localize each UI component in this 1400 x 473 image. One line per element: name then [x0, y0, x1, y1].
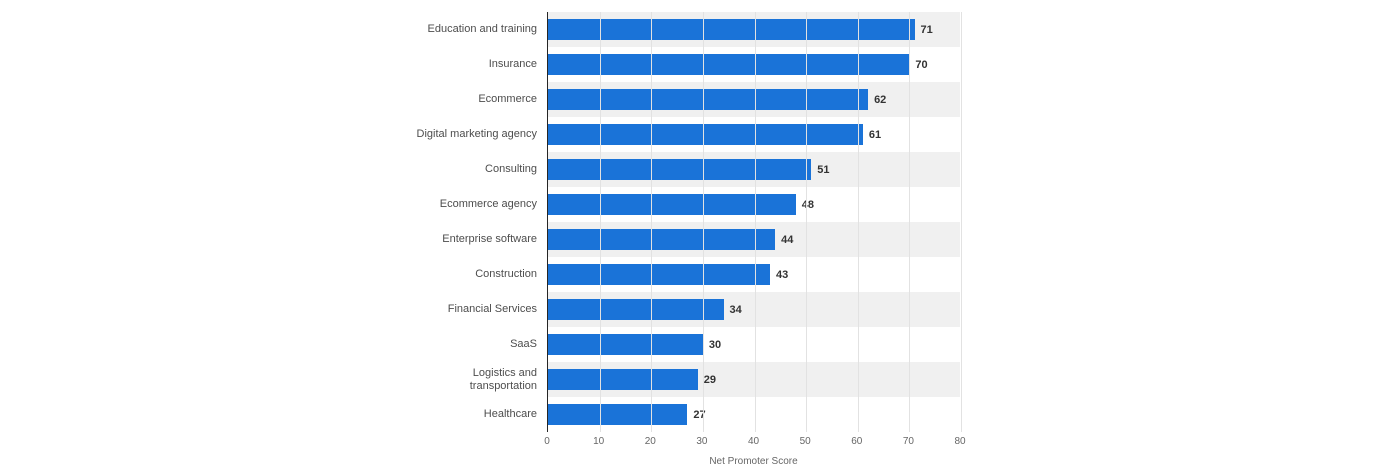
- value-label: 29: [703, 373, 716, 386]
- bar-row: 34: [548, 292, 960, 327]
- x-tick-label: 0: [544, 436, 550, 447]
- x-tick-label: 80: [954, 436, 966, 447]
- bar-ecommerce-agency[interactable]: [548, 194, 796, 215]
- bar-row: 48: [548, 187, 960, 222]
- bar-row: 30: [548, 327, 960, 362]
- bar-ecommerce[interactable]: [548, 89, 869, 110]
- bar-rows: 71 70 62 61 51 48 44 43 34 30 29 27: [548, 12, 960, 432]
- bar-education-and-training[interactable]: [548, 19, 915, 40]
- category-label: SaaS: [510, 338, 537, 351]
- x-tick-label: 30: [696, 436, 708, 447]
- x-tick-label: 20: [644, 436, 656, 447]
- value-label: 62: [874, 93, 887, 106]
- bar-row: 70: [548, 47, 960, 82]
- value-label: 61: [868, 128, 882, 141]
- bar-enterprise-software[interactable]: [548, 229, 776, 250]
- category-label: Financial Services: [447, 303, 537, 316]
- bar-row: 62: [548, 82, 960, 117]
- value-label: 30: [708, 338, 722, 351]
- bar-chart: Education and training Insurance Ecommerce…: [407, 12, 966, 467]
- category-label: Enterprise software: [442, 233, 537, 246]
- category-label: Digital marketing agency: [416, 128, 537, 141]
- bar-logistics-and-transportation[interactable]: [548, 369, 698, 390]
- category-label: Construction: [475, 268, 537, 281]
- x-tick-label: 70: [902, 436, 914, 447]
- bar-row: 51: [548, 152, 960, 187]
- value-label: 43: [775, 268, 789, 281]
- value-label: 48: [801, 198, 815, 211]
- x-tick-label: 40: [747, 436, 760, 447]
- value-label: 44: [781, 233, 794, 246]
- x-axis-ticks: 0 10 20 30 40 50 60 70 80: [544, 436, 965, 452]
- category-label: Ecommerce: [478, 93, 537, 106]
- bar-row: 44: [548, 222, 960, 257]
- bar-consulting[interactable]: [548, 159, 812, 180]
- value-label: 34: [729, 303, 742, 316]
- bar-row: 71: [548, 12, 960, 47]
- value-label: 27: [693, 408, 706, 421]
- bar-insurance[interactable]: [548, 54, 910, 75]
- plot-column: 71 70 62 61 51 48 44 43 34 30 29 27 0 10 20 30 40 50 60 70…: [544, 12, 966, 467]
- x-axis-title: Net Promoter Score: [709, 456, 798, 467]
- gridline: [961, 12, 962, 432]
- bar-digital-marketing-agency[interactable]: [548, 124, 863, 145]
- x-tick-label: 10: [593, 436, 605, 447]
- plot-area: 71 70 62 61 51 48 44 43 34 30 29 27: [547, 12, 962, 432]
- category-label: Consulting: [485, 163, 537, 176]
- value-label: 71: [920, 23, 933, 36]
- category-label: Insurance: [488, 58, 537, 71]
- x-tick-label: 60: [851, 436, 863, 447]
- category-label: Education and training: [427, 23, 537, 36]
- bar-row: 29: [548, 362, 960, 397]
- bar-construction[interactable]: [548, 264, 770, 285]
- x-tick-label: 50: [799, 436, 811, 447]
- bar-row: 43: [548, 257, 960, 292]
- category-label: Logistics and transportation: [469, 367, 537, 392]
- value-label: 70: [915, 58, 928, 71]
- value-label: 51: [817, 163, 830, 176]
- bar-healthcare[interactable]: [548, 404, 688, 425]
- bar-financial-services[interactable]: [548, 299, 724, 320]
- category-axis: Education and training Insurance Ecommerce…: [407, 12, 547, 432]
- category-label: Healthcare: [483, 408, 537, 421]
- bar-saas[interactable]: [548, 334, 703, 355]
- bar-row: 27: [548, 397, 960, 432]
- bar-row: 61: [548, 117, 960, 152]
- category-label: Ecommerce agency: [439, 198, 537, 211]
